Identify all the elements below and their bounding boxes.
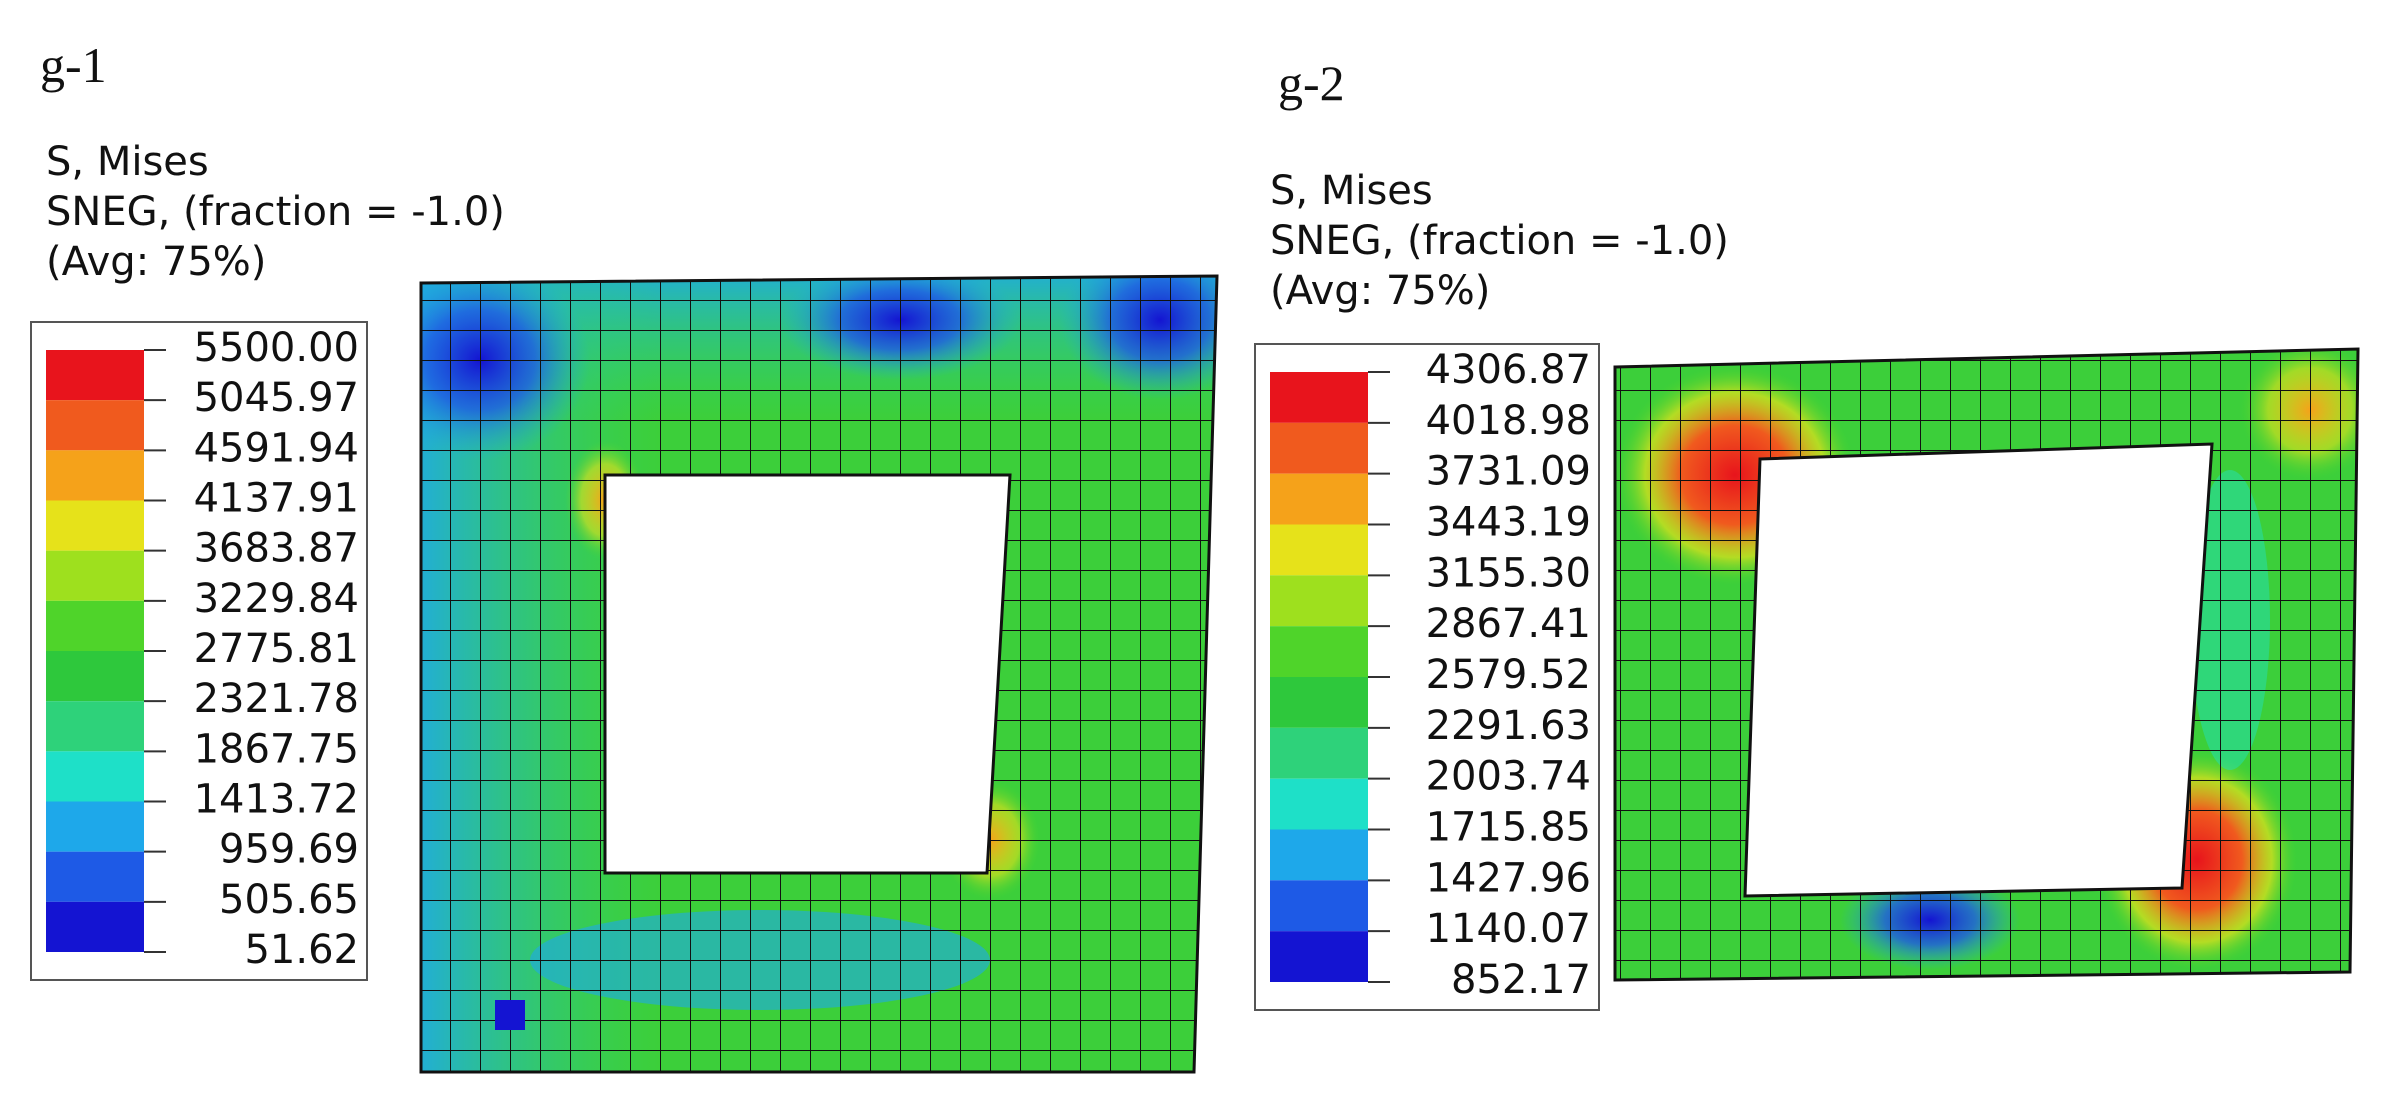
model-outline xyxy=(419,274,1219,1074)
model-outline xyxy=(1613,347,2360,982)
panel-label: g-2 xyxy=(1278,55,1345,111)
legend-value: 4137.91 xyxy=(194,476,359,522)
legend-value: 5500.00 xyxy=(194,325,359,371)
legend-swatch xyxy=(46,400,144,451)
legend-value: 3683.87 xyxy=(194,526,359,572)
legend-swatch xyxy=(1270,778,1368,830)
legend-title: (Avg: 75%) xyxy=(1270,268,1490,314)
panel-label: g-1 xyxy=(40,37,107,93)
legend-swatch xyxy=(46,350,144,401)
legend-value: 2291.63 xyxy=(1426,703,1591,749)
legend-value: 3155.30 xyxy=(1426,550,1591,596)
legend-value: 1715.85 xyxy=(1426,805,1591,851)
legend-title: SNEG, (fraction = -1.0) xyxy=(1270,218,1729,264)
legend-value: 4591.94 xyxy=(194,425,359,471)
legend-swatch xyxy=(1270,422,1368,474)
legend-value: 51.62 xyxy=(244,927,359,973)
legend-value: 2775.81 xyxy=(194,626,359,672)
legend-value: 959.69 xyxy=(219,827,359,873)
legend-swatch xyxy=(46,450,144,501)
legend-title: SNEG, (fraction = -1.0) xyxy=(46,189,505,235)
legend-swatch xyxy=(46,851,144,902)
legend-swatch xyxy=(1270,931,1368,982)
legend-swatch xyxy=(1270,524,1368,576)
legend-value: 2321.78 xyxy=(194,676,359,722)
legend-value: 3443.19 xyxy=(1426,500,1591,546)
legend-swatch xyxy=(1270,829,1368,881)
legend-value: 1867.75 xyxy=(194,726,359,772)
legend-swatch xyxy=(1270,677,1368,728)
legend-value: 1413.72 xyxy=(194,777,359,823)
legend-swatch xyxy=(1270,372,1368,423)
model-g1 xyxy=(421,276,1217,1072)
legend-swatch xyxy=(46,500,144,551)
legend-swatch xyxy=(46,600,144,651)
legend-swatch xyxy=(1270,473,1368,525)
legend-value: 852.17 xyxy=(1451,957,1591,1003)
legend-swatch xyxy=(46,901,144,952)
legend-value: 4018.98 xyxy=(1426,398,1591,444)
legend-value: 1427.96 xyxy=(1426,855,1591,901)
legend-title: S, Mises xyxy=(1270,168,1433,214)
legend-value: 2867.41 xyxy=(1426,601,1591,647)
legend-value: 2003.74 xyxy=(1426,754,1591,800)
legend-swatch xyxy=(46,701,144,752)
legend-value: 4306.87 xyxy=(1426,347,1591,393)
legend-value: 3731.09 xyxy=(1426,449,1591,495)
legend-value: 505.65 xyxy=(219,877,359,923)
legend-swatch xyxy=(1270,626,1368,677)
legend-swatch xyxy=(1270,880,1368,932)
legend-title: (Avg: 75%) xyxy=(46,239,266,285)
legend-title: S, Mises xyxy=(46,139,209,185)
legend-value: 5045.97 xyxy=(194,375,359,421)
legend-value: 3229.84 xyxy=(194,576,359,622)
legend-value: 2579.52 xyxy=(1426,652,1591,698)
legend-swatch xyxy=(1270,727,1368,779)
legend-swatch xyxy=(46,550,144,601)
legend-swatch xyxy=(46,801,144,852)
legend-swatch xyxy=(46,651,144,702)
legend-value: 1140.07 xyxy=(1426,906,1591,952)
legend-swatch xyxy=(46,751,144,802)
legend-swatch xyxy=(1270,575,1368,627)
